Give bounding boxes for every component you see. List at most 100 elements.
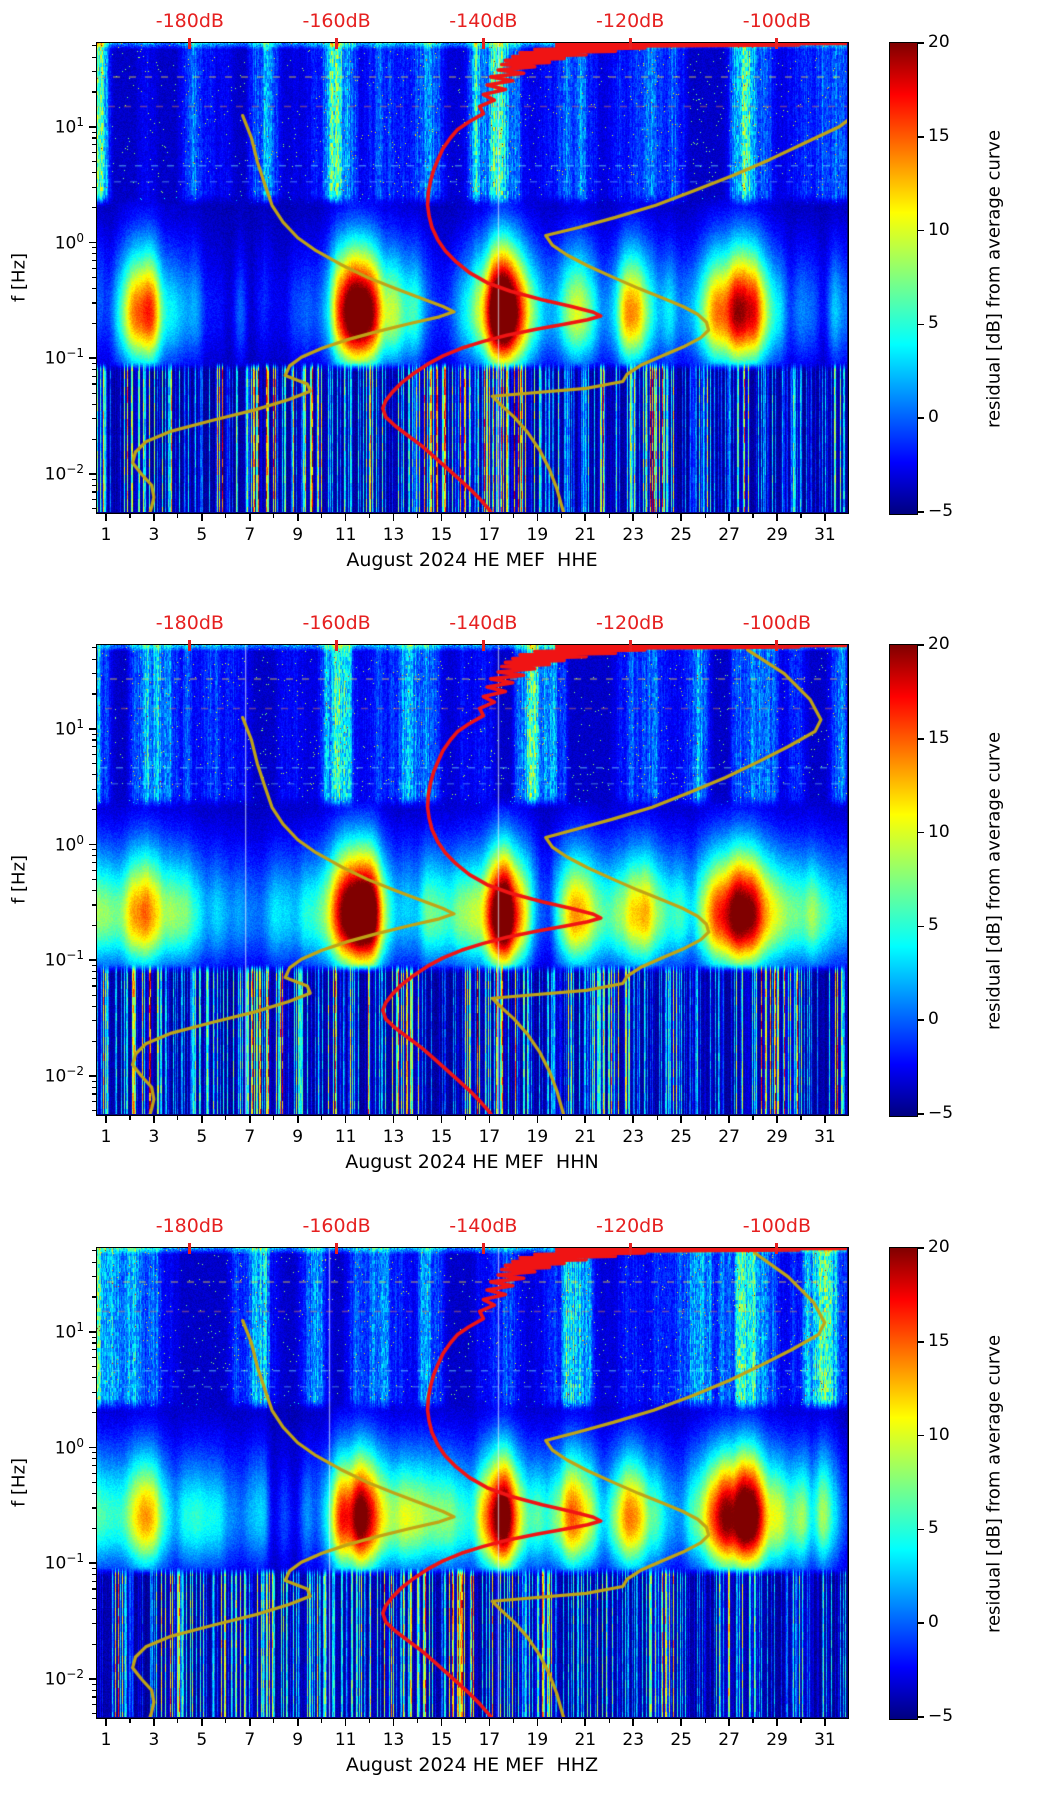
top-axis-tick xyxy=(481,640,485,651)
x-tick-label: 11 xyxy=(334,1730,357,1750)
axis-tick xyxy=(91,1643,96,1645)
axis-tick xyxy=(369,1115,371,1120)
axis-tick xyxy=(91,1005,96,1007)
axis-tick xyxy=(918,925,924,928)
top-axis-tick-label: -140dB xyxy=(449,612,518,634)
y-tick-base: 10 xyxy=(54,233,77,254)
top-axis-tick xyxy=(481,38,485,49)
top-axis-tick-label: -100dB xyxy=(742,612,812,634)
axis-tick xyxy=(91,977,96,979)
colorbar-tick-label: 0 xyxy=(928,1612,939,1633)
axis-tick xyxy=(560,513,562,518)
axis-tick xyxy=(776,1115,778,1123)
top-axis-tick xyxy=(481,1243,485,1254)
axis-tick xyxy=(91,1464,96,1467)
axis-tick xyxy=(918,1113,924,1115)
axis-tick xyxy=(91,1391,96,1393)
axis-tick xyxy=(91,1608,96,1610)
y-tick-exponent: −2 xyxy=(66,1064,84,1079)
colorbar-tick-label: 10 xyxy=(928,821,950,842)
y-axis-label: f [Hz] xyxy=(8,854,30,905)
axis-tick xyxy=(91,861,96,864)
axis-tick xyxy=(91,788,96,790)
y-tick-label: 10−2 xyxy=(22,1064,84,1087)
x-tick-label: 9 xyxy=(292,1127,304,1147)
axis-tick xyxy=(440,513,443,521)
axis-tick xyxy=(88,1446,96,1449)
axis-tick xyxy=(91,1567,96,1570)
axis-tick xyxy=(88,126,96,128)
axis-tick xyxy=(656,1115,658,1120)
axis-tick xyxy=(656,513,658,518)
axis-tick xyxy=(91,186,96,188)
axis-tick xyxy=(464,1115,467,1120)
axis-tick xyxy=(536,1115,539,1123)
x-tick-label: 11 xyxy=(334,1127,357,1147)
axis-tick xyxy=(91,1704,96,1706)
axis-tick xyxy=(560,1718,562,1723)
axis-tick xyxy=(91,1696,96,1698)
y-tick-base: 10 xyxy=(54,1322,77,1343)
top-axis-tick-label: -120dB xyxy=(596,10,665,32)
axis-tick xyxy=(91,131,96,133)
axis-tick xyxy=(918,42,924,44)
y-tick-exponent: 1 xyxy=(76,114,84,129)
axis-tick xyxy=(321,1115,323,1120)
x-tick-label: 13 xyxy=(382,1127,405,1147)
top-axis-tick-label: -180dB xyxy=(155,612,224,634)
axis-tick xyxy=(824,1115,826,1123)
top-axis-tick-label: -140dB xyxy=(449,10,518,32)
top-axis-tick xyxy=(335,38,339,49)
top-axis-tick xyxy=(188,640,192,651)
x-tick-label: 19 xyxy=(526,525,549,545)
x-axis-label: August 2024 HE MEF HHN xyxy=(345,1151,599,1173)
axis-tick xyxy=(91,1713,96,1715)
axis-tick xyxy=(728,1718,730,1726)
axis-tick xyxy=(129,1718,131,1723)
axis-tick xyxy=(728,513,730,521)
axis-tick xyxy=(91,1366,96,1368)
x-tick-label: 11 xyxy=(334,525,357,545)
axis-tick xyxy=(248,513,251,521)
axis-tick xyxy=(321,513,323,518)
axis-tick xyxy=(91,970,96,973)
axis-tick xyxy=(91,484,96,486)
axis-tick xyxy=(608,1718,610,1723)
colorbar-tick-label: −5 xyxy=(928,1706,954,1726)
axis-tick xyxy=(88,241,96,244)
axis-tick xyxy=(91,144,96,146)
y-tick-exponent: −1 xyxy=(66,346,84,361)
axis-tick xyxy=(91,1580,96,1582)
y-tick-base: 10 xyxy=(44,950,67,971)
axis-tick xyxy=(752,513,754,518)
axis-tick xyxy=(91,849,96,851)
y-tick-base: 10 xyxy=(54,719,77,740)
y-tick-label: 100 xyxy=(22,1436,84,1459)
axis-tick xyxy=(91,362,96,365)
x-tick-label: 31 xyxy=(814,525,836,545)
top-axis-tick-label: -120dB xyxy=(596,1215,665,1237)
x-tick-label: 29 xyxy=(766,1127,788,1147)
x-tick-label: 19 xyxy=(526,1730,549,1750)
axis-tick xyxy=(91,478,96,480)
axis-tick xyxy=(91,161,96,163)
axis-tick xyxy=(296,513,299,521)
y-tick-exponent: 1 xyxy=(76,716,84,731)
axis-tick xyxy=(91,658,96,660)
x-tick-label: 31 xyxy=(814,1127,836,1147)
plot-area xyxy=(96,41,849,514)
axis-tick xyxy=(392,1115,395,1123)
axis-tick xyxy=(536,1718,539,1726)
colorbar-tick-label: 15 xyxy=(928,125,950,146)
x-tick-label: 19 xyxy=(526,1127,549,1147)
top-axis-tick xyxy=(188,38,192,49)
x-tick-label: 3 xyxy=(148,1730,160,1750)
axis-tick xyxy=(91,904,96,906)
axis-tick xyxy=(91,1275,96,1278)
axis-tick xyxy=(91,1597,96,1599)
y-tick-exponent: 0 xyxy=(76,832,84,847)
axis-tick xyxy=(632,1115,635,1123)
axis-tick xyxy=(91,855,96,857)
axis-tick xyxy=(392,1718,395,1726)
